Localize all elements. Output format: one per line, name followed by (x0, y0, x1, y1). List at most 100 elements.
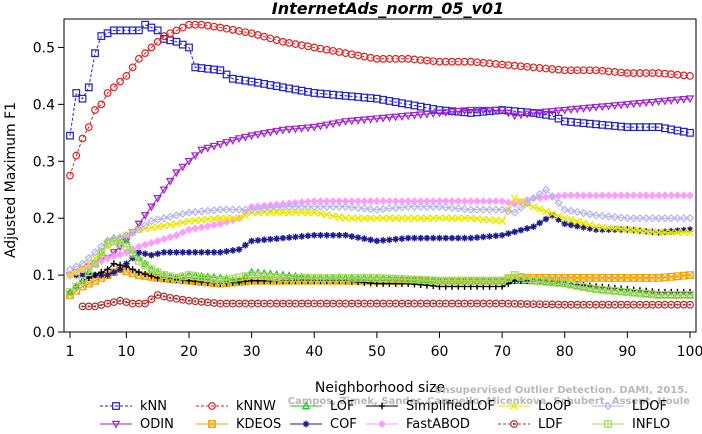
data-point (191, 249, 199, 256)
data-point (629, 214, 638, 223)
data-point (361, 235, 368, 242)
data-point (291, 299, 300, 308)
data-point (479, 205, 488, 214)
data-point (160, 32, 168, 40)
data-point (78, 265, 87, 274)
data-point (229, 214, 237, 222)
data-point (492, 232, 500, 240)
data-point (197, 216, 206, 224)
data-point (141, 221, 150, 230)
data-point (635, 214, 645, 223)
legend-label: kNN (140, 399, 167, 414)
data-point (334, 119, 344, 128)
data-point (341, 299, 350, 308)
data-point (253, 204, 263, 214)
data-point (103, 29, 112, 38)
data-point (654, 228, 663, 237)
data-point (610, 191, 619, 200)
data-point (441, 203, 450, 212)
data-point (410, 197, 419, 206)
data-point (598, 191, 607, 200)
data-point (172, 220, 181, 228)
data-point (310, 202, 319, 211)
data-point (72, 262, 81, 271)
data-point (498, 197, 507, 206)
legend-label: INFLO (632, 417, 670, 432)
data-point (104, 266, 111, 273)
data-point (367, 236, 374, 244)
data-point (610, 300, 619, 309)
data-point (660, 97, 670, 106)
data-point (165, 177, 175, 186)
data-point (685, 214, 695, 223)
data-point (210, 214, 218, 223)
x-tick-label: 1 (66, 344, 75, 360)
data-point (617, 191, 626, 200)
data-point (97, 256, 106, 265)
data-point (685, 95, 695, 104)
data-point (535, 300, 544, 309)
data-point (529, 203, 538, 211)
data-point (103, 299, 112, 308)
data-point (203, 144, 213, 153)
y-tick-label: 0.4 (33, 97, 55, 113)
data-point (679, 214, 688, 223)
data-point (272, 36, 281, 44)
x-tick-label: 20 (180, 344, 198, 360)
data-point (428, 110, 438, 119)
data-point (573, 207, 582, 217)
data-point (84, 123, 93, 132)
data-point (485, 299, 494, 308)
data-point (441, 214, 450, 222)
data-point (460, 214, 469, 222)
x-tick-label: 10 (117, 344, 135, 360)
data-point (78, 276, 87, 285)
data-point (573, 222, 581, 230)
data-point (636, 226, 644, 235)
data-point (598, 223, 607, 232)
legend-item-fastabod: FastABOD (366, 417, 470, 432)
data-point (66, 171, 74, 180)
data-point (97, 100, 106, 109)
data-point (228, 137, 238, 145)
data-point (223, 248, 230, 255)
data-point (147, 43, 156, 52)
data-point (135, 268, 143, 276)
data-point (417, 234, 425, 242)
data-point (685, 191, 695, 200)
series-layer (65, 20, 695, 311)
data-point (272, 208, 281, 217)
series-fastabod (65, 191, 695, 280)
data-point (335, 202, 344, 211)
data-point (448, 234, 456, 242)
data-point (497, 106, 507, 115)
data-point (328, 120, 338, 129)
data-point (616, 101, 626, 110)
data-point (285, 299, 294, 308)
data-point (141, 261, 150, 270)
data-point (541, 108, 551, 117)
data-point (278, 202, 288, 211)
data-point (185, 249, 193, 256)
data-point (635, 300, 644, 309)
data-point (197, 146, 206, 155)
data-point (147, 295, 156, 304)
data-point (153, 215, 162, 224)
data-point (454, 234, 462, 242)
data-point (648, 228, 657, 236)
data-point (222, 139, 231, 147)
data-point (635, 191, 644, 200)
data-point (141, 49, 150, 58)
series-line (69, 98, 691, 276)
data-point (572, 105, 582, 114)
data-point (511, 228, 518, 236)
data-point (591, 103, 601, 112)
data-point (391, 113, 400, 122)
data-point (547, 107, 557, 116)
data-point (190, 152, 200, 161)
data-point (642, 191, 651, 200)
axis-ticks: 1 10 20 30 40 50 60 70 80 90 100 0.0 0.1 0.2 0.3 0.4 0.5 (33, 40, 702, 360)
data-point (303, 197, 312, 206)
legend-label: LOF (330, 399, 355, 414)
data-point (592, 222, 600, 231)
